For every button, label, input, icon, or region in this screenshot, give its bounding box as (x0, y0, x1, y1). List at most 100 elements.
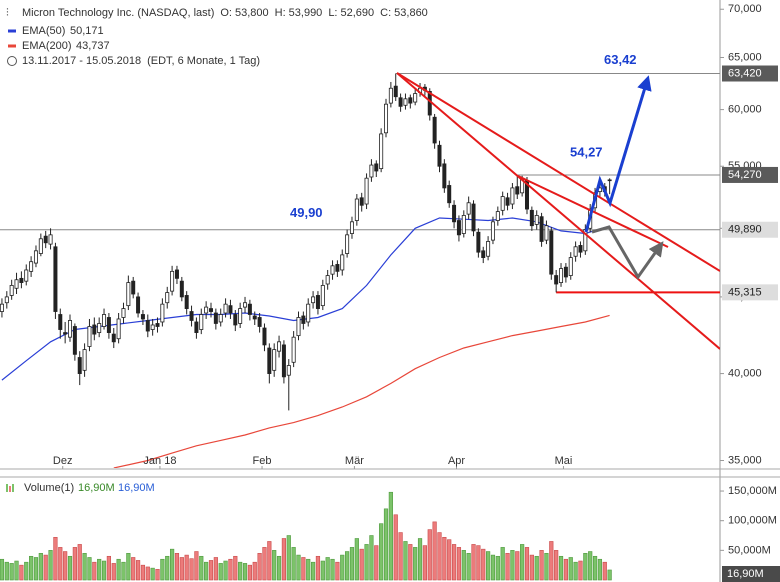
candle-body (189, 311, 194, 321)
range-note: (EDT, 6 Monate, 1 Tag) (147, 55, 260, 67)
volume-bar (276, 555, 282, 581)
volume-icon (6, 484, 8, 492)
volume-bar (267, 541, 272, 581)
volume-bar (82, 553, 87, 581)
trend-line (396, 72, 720, 272)
candle-body (505, 197, 510, 206)
candle-body (174, 269, 179, 279)
candle-body (281, 344, 286, 378)
volume-bar (554, 550, 559, 581)
forecast-arrow (584, 75, 652, 233)
volume-bar (310, 561, 316, 581)
level-tag (722, 166, 778, 183)
candle-body (82, 349, 87, 371)
candle-body (437, 144, 442, 167)
volume-bar (48, 550, 53, 581)
level-tag (722, 284, 778, 301)
volume-bar (447, 539, 452, 581)
volume-bar (539, 550, 544, 581)
volume-bar (77, 544, 82, 581)
volume-bar (393, 514, 398, 581)
volume-bar (9, 563, 14, 581)
candle-body (413, 93, 418, 103)
candle-body (38, 238, 43, 254)
volume-bar (495, 555, 500, 581)
volume-bar (0, 558, 5, 581)
volume-bar (189, 558, 194, 581)
volume-bar (364, 544, 369, 581)
candle-body (257, 317, 262, 327)
candle-body (349, 221, 354, 234)
candle-body (481, 250, 486, 258)
clock-icon (7, 56, 17, 66)
candle-body (170, 270, 175, 292)
volume-bar (505, 553, 510, 581)
volume-bar (432, 521, 437, 581)
candle-body (335, 264, 340, 272)
volume-bar (174, 553, 180, 581)
candle-body (403, 98, 408, 106)
candle-body (208, 308, 213, 312)
volume-bar (155, 569, 160, 581)
candle-body (262, 327, 267, 346)
volume-bar (315, 555, 321, 581)
legend-label: EMA(200) (22, 40, 72, 52)
level-tag (722, 65, 778, 82)
candle-body (272, 349, 277, 371)
volume-bar (228, 558, 233, 581)
volume-bar (403, 541, 408, 581)
y-tick-label: 70,000 (728, 3, 762, 15)
volume-bar (63, 551, 68, 581)
volume-bar (131, 557, 136, 581)
volume-bar (563, 558, 568, 581)
candle-body (48, 234, 53, 245)
volume-bar (602, 561, 607, 581)
volume-bar (578, 560, 583, 581)
candle-body (529, 209, 534, 227)
volume-bar (568, 557, 573, 581)
candle-body (194, 321, 199, 333)
volume-panel (0, 491, 612, 581)
candle-body (554, 275, 559, 285)
y-tick-label: 65,000 (728, 51, 762, 63)
volume-icon (9, 486, 11, 492)
volume-bar (106, 555, 111, 581)
legend-swatch (8, 44, 16, 48)
candle-body (359, 197, 364, 206)
volume-legend: Volume(1) (24, 482, 74, 494)
candle-body (63, 332, 68, 335)
volume-bar (340, 554, 345, 581)
candle-body (223, 303, 228, 314)
volume-tag-label: 16,90M (727, 568, 764, 580)
volume-bar (218, 563, 223, 581)
candle-body (121, 308, 126, 318)
volume-icon (12, 484, 14, 492)
volume-bar (145, 566, 150, 581)
x-tick-label: Mär (345, 455, 364, 467)
candle-body (97, 323, 102, 333)
quote: 53,990 (289, 7, 323, 19)
volume-bar (320, 560, 325, 581)
candle-body (228, 305, 233, 314)
icon: ⫶ (6, 7, 9, 19)
header: ⫶ Micron Technology Inc. (NASDAQ, last) O… (6, 7, 428, 67)
volume-bar (184, 554, 189, 581)
volume-bar (330, 558, 335, 581)
candle-body (252, 315, 257, 320)
candle-body (388, 87, 393, 104)
volume-bar (14, 560, 19, 581)
volume-bar (53, 537, 58, 581)
volume-legend-value: 16,90M (78, 482, 115, 494)
volume-bar (398, 532, 403, 581)
candle-body (456, 220, 461, 236)
y-tick-label: 35,000 (728, 454, 762, 466)
candle-body (218, 314, 223, 323)
volume-bar (383, 508, 389, 581)
candle-body (466, 202, 471, 215)
volume-bar (369, 535, 374, 581)
candle-body (301, 315, 306, 324)
candle-body (534, 215, 539, 225)
volume-bar (354, 538, 359, 581)
forecast-arrow (591, 225, 664, 280)
volume-bar (111, 563, 116, 581)
